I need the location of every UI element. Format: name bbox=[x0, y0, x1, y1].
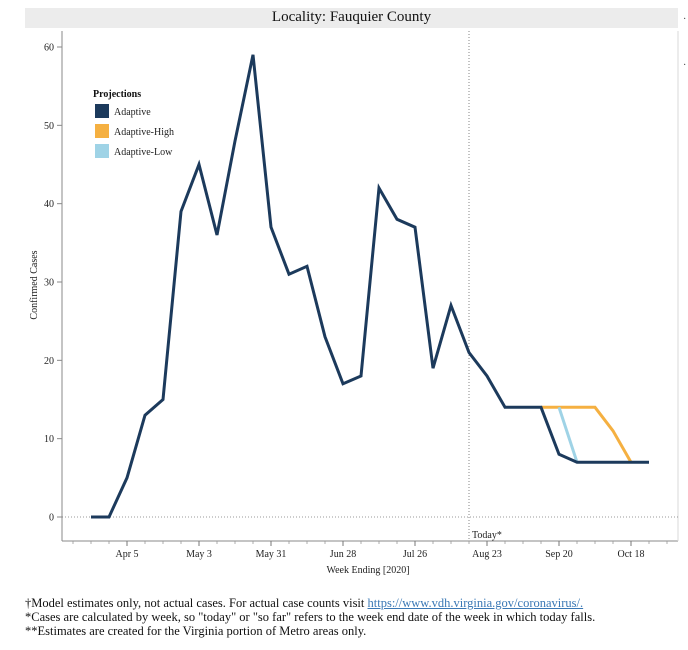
y-tick-label: 30 bbox=[44, 278, 54, 289]
legend-label: Adaptive-High bbox=[114, 127, 174, 138]
legend-swatch bbox=[95, 104, 109, 118]
footnote-text: †Model estimates only, not actual cases.… bbox=[25, 596, 368, 610]
x-tick-label: May 3 bbox=[186, 549, 212, 560]
y-tick-label: 10 bbox=[44, 434, 54, 445]
today-marker: Today* bbox=[468, 31, 502, 541]
footnotes: †Model estimates only, not actual cases.… bbox=[25, 596, 680, 638]
series-line-adaptive-low bbox=[557, 406, 579, 463]
today-label: Today* bbox=[472, 530, 502, 541]
plot-frame bbox=[61, 31, 679, 542]
vdh-coronavirus-link[interactable]: https://www.vdh.virginia.gov/coronavirus… bbox=[367, 596, 584, 610]
chart-title-bar: Locality: Fauquier County bbox=[25, 8, 678, 28]
edge-mark: · bbox=[683, 14, 687, 25]
y-tick-label: 20 bbox=[44, 356, 54, 367]
x-tick-label: Jul 26 bbox=[403, 549, 427, 560]
x-tick-label: May 31 bbox=[256, 549, 287, 560]
legend-swatch bbox=[95, 124, 109, 138]
y-axis-title: Confirmed Cases bbox=[29, 250, 40, 319]
page-title: Locality: Fauquier County bbox=[271, 9, 432, 25]
legend-label: Adaptive-Low bbox=[114, 147, 173, 158]
legend-label: Adaptive bbox=[114, 107, 151, 118]
series-line-adaptive bbox=[91, 54, 649, 519]
series-lines bbox=[91, 54, 649, 519]
footnote-model-estimates: †Model estimates only, not actual cases.… bbox=[25, 596, 680, 610]
y-tick-label: 0 bbox=[49, 513, 54, 524]
x-tick-label: Jun 28 bbox=[330, 549, 356, 560]
line-chart: Today* 0 10 20 30 40 50 60 Apr 5 May 3 May 31 Jun… bbox=[29, 31, 679, 576]
x-axis-title: Week Ending [2020] bbox=[326, 565, 409, 576]
series-line-adaptive-high bbox=[541, 405, 633, 463]
x-tick-label: Apr 5 bbox=[115, 549, 138, 560]
x-tick-label: Sep 20 bbox=[545, 549, 573, 560]
x-tick-label: Oct 18 bbox=[618, 549, 645, 560]
legend-title: Projections bbox=[93, 89, 141, 100]
y-tick-label: 60 bbox=[44, 43, 54, 54]
y-tick-label: 40 bbox=[44, 199, 54, 210]
edge-mark: · bbox=[683, 60, 687, 71]
x-tick-label: Aug 23 bbox=[472, 549, 502, 560]
y-axis: 0 10 20 30 40 50 60 bbox=[44, 43, 62, 524]
legend-swatch bbox=[95, 144, 109, 158]
legend: Projections Adaptive Adaptive-High Adaptive… bbox=[93, 89, 174, 158]
footnote-week-calculation: *Cases are calculated by week, so "today… bbox=[25, 610, 596, 624]
footnote-metro-areas: **Estimates are created for the Virginia… bbox=[25, 624, 367, 638]
x-axis: Apr 5 May 3 May 31 Jun 28 Jul 26 Aug 23 Sep 20… bbox=[72, 541, 668, 560]
y-tick-label: 50 bbox=[44, 121, 54, 132]
